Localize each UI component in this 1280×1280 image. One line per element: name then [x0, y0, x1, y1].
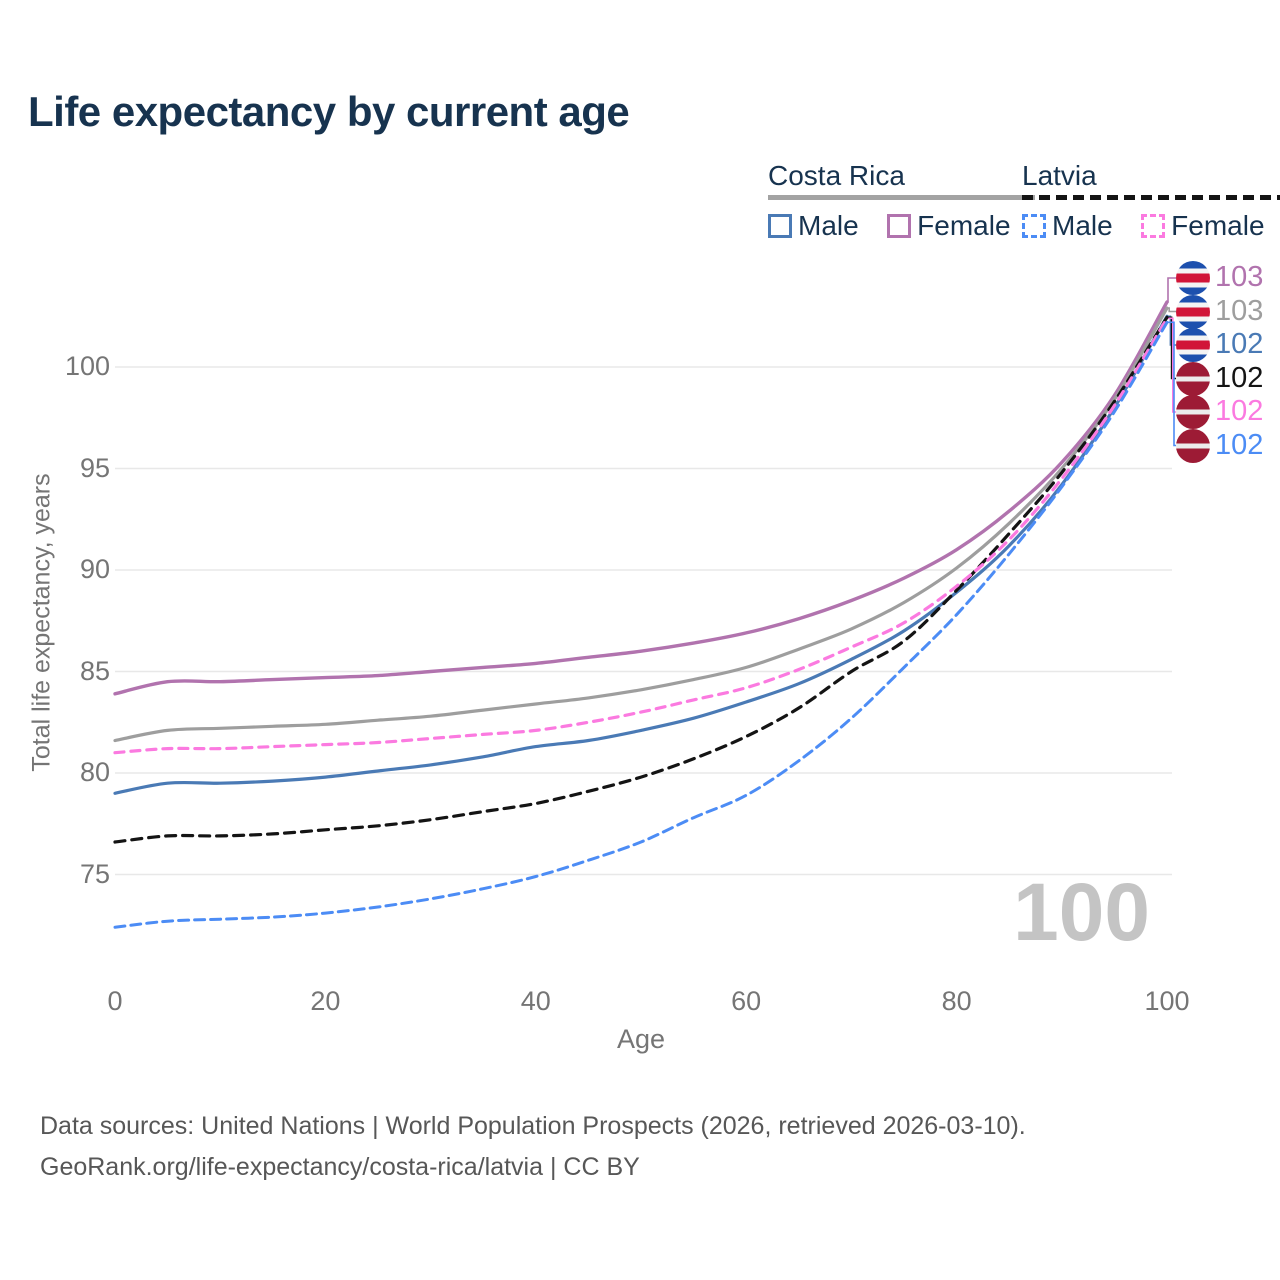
- legend-item-costa-rica-male[interactable]: Male: [768, 210, 859, 242]
- legend-header-costa-rica[interactable]: Costa Rica: [768, 160, 905, 191]
- legend-label: Female: [917, 210, 1011, 241]
- legend-group-costa-rica: Costa Rica Male Female: [768, 160, 1035, 243]
- end-value-label: 102: [1215, 361, 1264, 394]
- legend-label: Male: [1052, 210, 1113, 241]
- costa-rica-flag-icon: [1176, 328, 1210, 362]
- legend-label: Male: [798, 210, 859, 241]
- legend-underline-costa-rica: [768, 195, 1035, 200]
- legend-group-latvia: Latvia Male Female: [1022, 160, 1280, 243]
- legend-item-latvia-male[interactable]: Male: [1022, 210, 1113, 242]
- x-tick-label: 20: [310, 986, 341, 1016]
- footer-link: GeoRank.org/life-expectancy/costa-rica/l…: [40, 1153, 640, 1181]
- y-tick-label: 90: [79, 554, 110, 584]
- end-value-label: 103: [1215, 294, 1264, 327]
- x-tick-label: 40: [520, 986, 551, 1016]
- x-tick-label: 60: [731, 986, 762, 1016]
- y-tick-label: 80: [79, 757, 110, 787]
- x-tick-label: 80: [941, 986, 972, 1016]
- footer: Data sources: United Nations | World Pop…: [40, 1106, 1026, 1188]
- costa-rica-male-swatch-icon: [768, 214, 792, 238]
- page-title: Life expectancy by current age: [28, 88, 630, 135]
- x-tick-label: 100: [1144, 986, 1190, 1016]
- legend-item-latvia-female[interactable]: Female: [1141, 210, 1265, 242]
- legend-header-latvia[interactable]: Latvia: [1022, 160, 1097, 191]
- x-axis-title: Age: [616, 1024, 666, 1054]
- latvia-male-swatch-icon: [1022, 214, 1046, 238]
- age-watermark: 100: [1013, 867, 1150, 958]
- footer-sources: Data sources: United Nations | World Pop…: [40, 1112, 1026, 1140]
- costa-rica-flag-icon: [1176, 294, 1210, 329]
- costa-rica-flag-icon: [1176, 261, 1210, 295]
- latvia-flag-icon: [1176, 395, 1210, 429]
- latvia-flag-icon: [1176, 428, 1210, 463]
- legend-label: Female: [1171, 210, 1265, 241]
- costa-rica-female-swatch-icon: [887, 214, 912, 238]
- latvia-flag-icon: [1176, 361, 1210, 396]
- latvia-female-swatch-icon: [1141, 214, 1166, 238]
- y-tick-label: 100: [64, 351, 110, 381]
- y-tick-label: 75: [79, 858, 110, 889]
- legend-item-costa-rica-female[interactable]: Female: [887, 210, 1011, 242]
- end-value-label: 102: [1215, 395, 1264, 427]
- x-tick-label: 0: [107, 986, 123, 1016]
- end-value-label: 103: [1215, 261, 1264, 293]
- end-value-label: 102: [1215, 328, 1264, 360]
- y-tick-label: 85: [79, 655, 110, 686]
- legend-underline-latvia: [1022, 195, 1280, 200]
- y-tick-label: 95: [79, 452, 110, 483]
- end-value-label: 102: [1215, 428, 1264, 461]
